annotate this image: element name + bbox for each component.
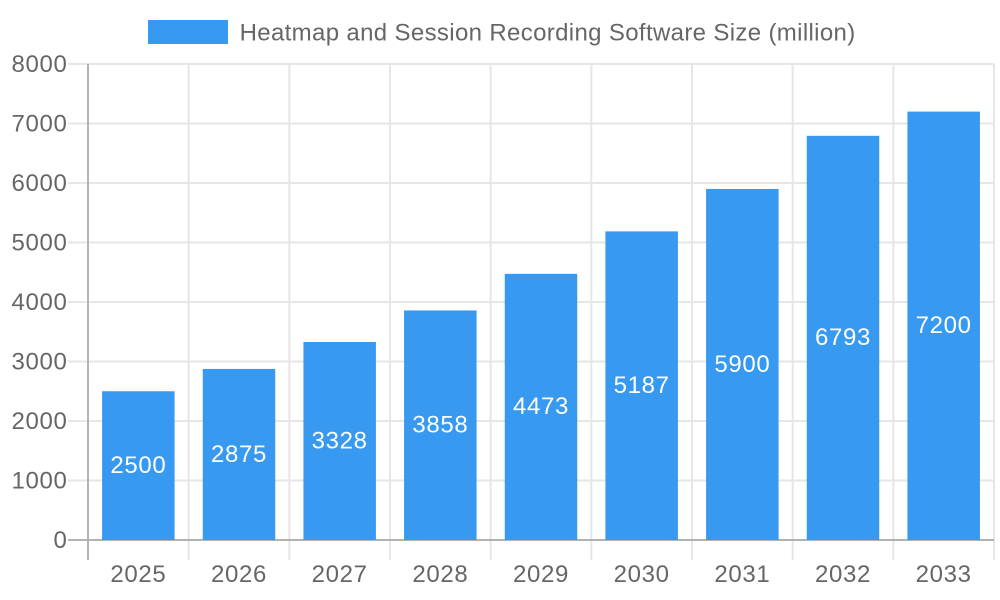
svg-text:2500: 2500 — [110, 452, 166, 479]
svg-text:2028: 2028 — [412, 561, 468, 588]
svg-text:5187: 5187 — [614, 372, 670, 399]
svg-text:7200: 7200 — [916, 312, 972, 339]
svg-text:6793: 6793 — [815, 324, 871, 351]
svg-text:2027: 2027 — [312, 561, 368, 588]
svg-text:7000: 7000 — [12, 111, 68, 138]
svg-text:2025: 2025 — [110, 561, 166, 588]
svg-text:6000: 6000 — [12, 170, 68, 197]
svg-text:0: 0 — [54, 527, 68, 554]
svg-text:2875: 2875 — [211, 441, 267, 468]
svg-text:8000: 8000 — [12, 51, 68, 78]
svg-text:2029: 2029 — [513, 561, 569, 588]
svg-text:5000: 5000 — [12, 230, 68, 257]
svg-text:2033: 2033 — [916, 561, 972, 588]
svg-text:2031: 2031 — [714, 561, 770, 588]
svg-text:Heatmap and Session Recording: Heatmap and Session Recording Software S… — [240, 19, 856, 46]
svg-text:4473: 4473 — [513, 393, 569, 420]
svg-text:2030: 2030 — [614, 561, 670, 588]
svg-text:3858: 3858 — [412, 412, 468, 439]
svg-text:1000: 1000 — [12, 468, 68, 495]
svg-text:4000: 4000 — [12, 289, 68, 316]
svg-text:2026: 2026 — [211, 561, 267, 588]
svg-text:3000: 3000 — [12, 349, 68, 376]
svg-text:2000: 2000 — [12, 408, 68, 435]
svg-text:2032: 2032 — [815, 561, 871, 588]
svg-text:5900: 5900 — [714, 351, 770, 378]
svg-text:3328: 3328 — [312, 427, 368, 454]
